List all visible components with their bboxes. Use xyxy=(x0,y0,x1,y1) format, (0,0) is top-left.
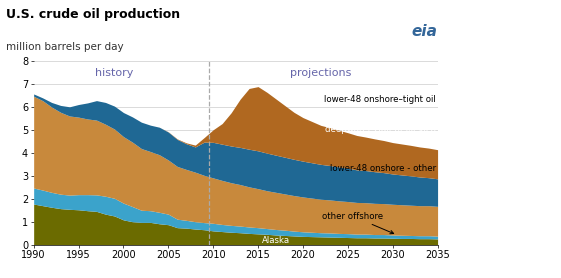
Text: U.S. crude oil production: U.S. crude oil production xyxy=(6,8,180,21)
Text: million barrels per day: million barrels per day xyxy=(6,42,123,52)
Text: other offshore: other offshore xyxy=(322,212,394,234)
Text: eia: eia xyxy=(412,24,438,39)
Text: Alaska: Alaska xyxy=(262,236,290,245)
Text: history: history xyxy=(95,68,134,78)
Text: deepwater Gulf of Mexico: deepwater Gulf of Mexico xyxy=(325,125,436,135)
Text: lower-48 onshore - other: lower-48 onshore - other xyxy=(330,165,436,173)
Text: lower-48 onshore–tight oil: lower-48 onshore–tight oil xyxy=(324,95,436,103)
Text: projections: projections xyxy=(290,68,352,78)
